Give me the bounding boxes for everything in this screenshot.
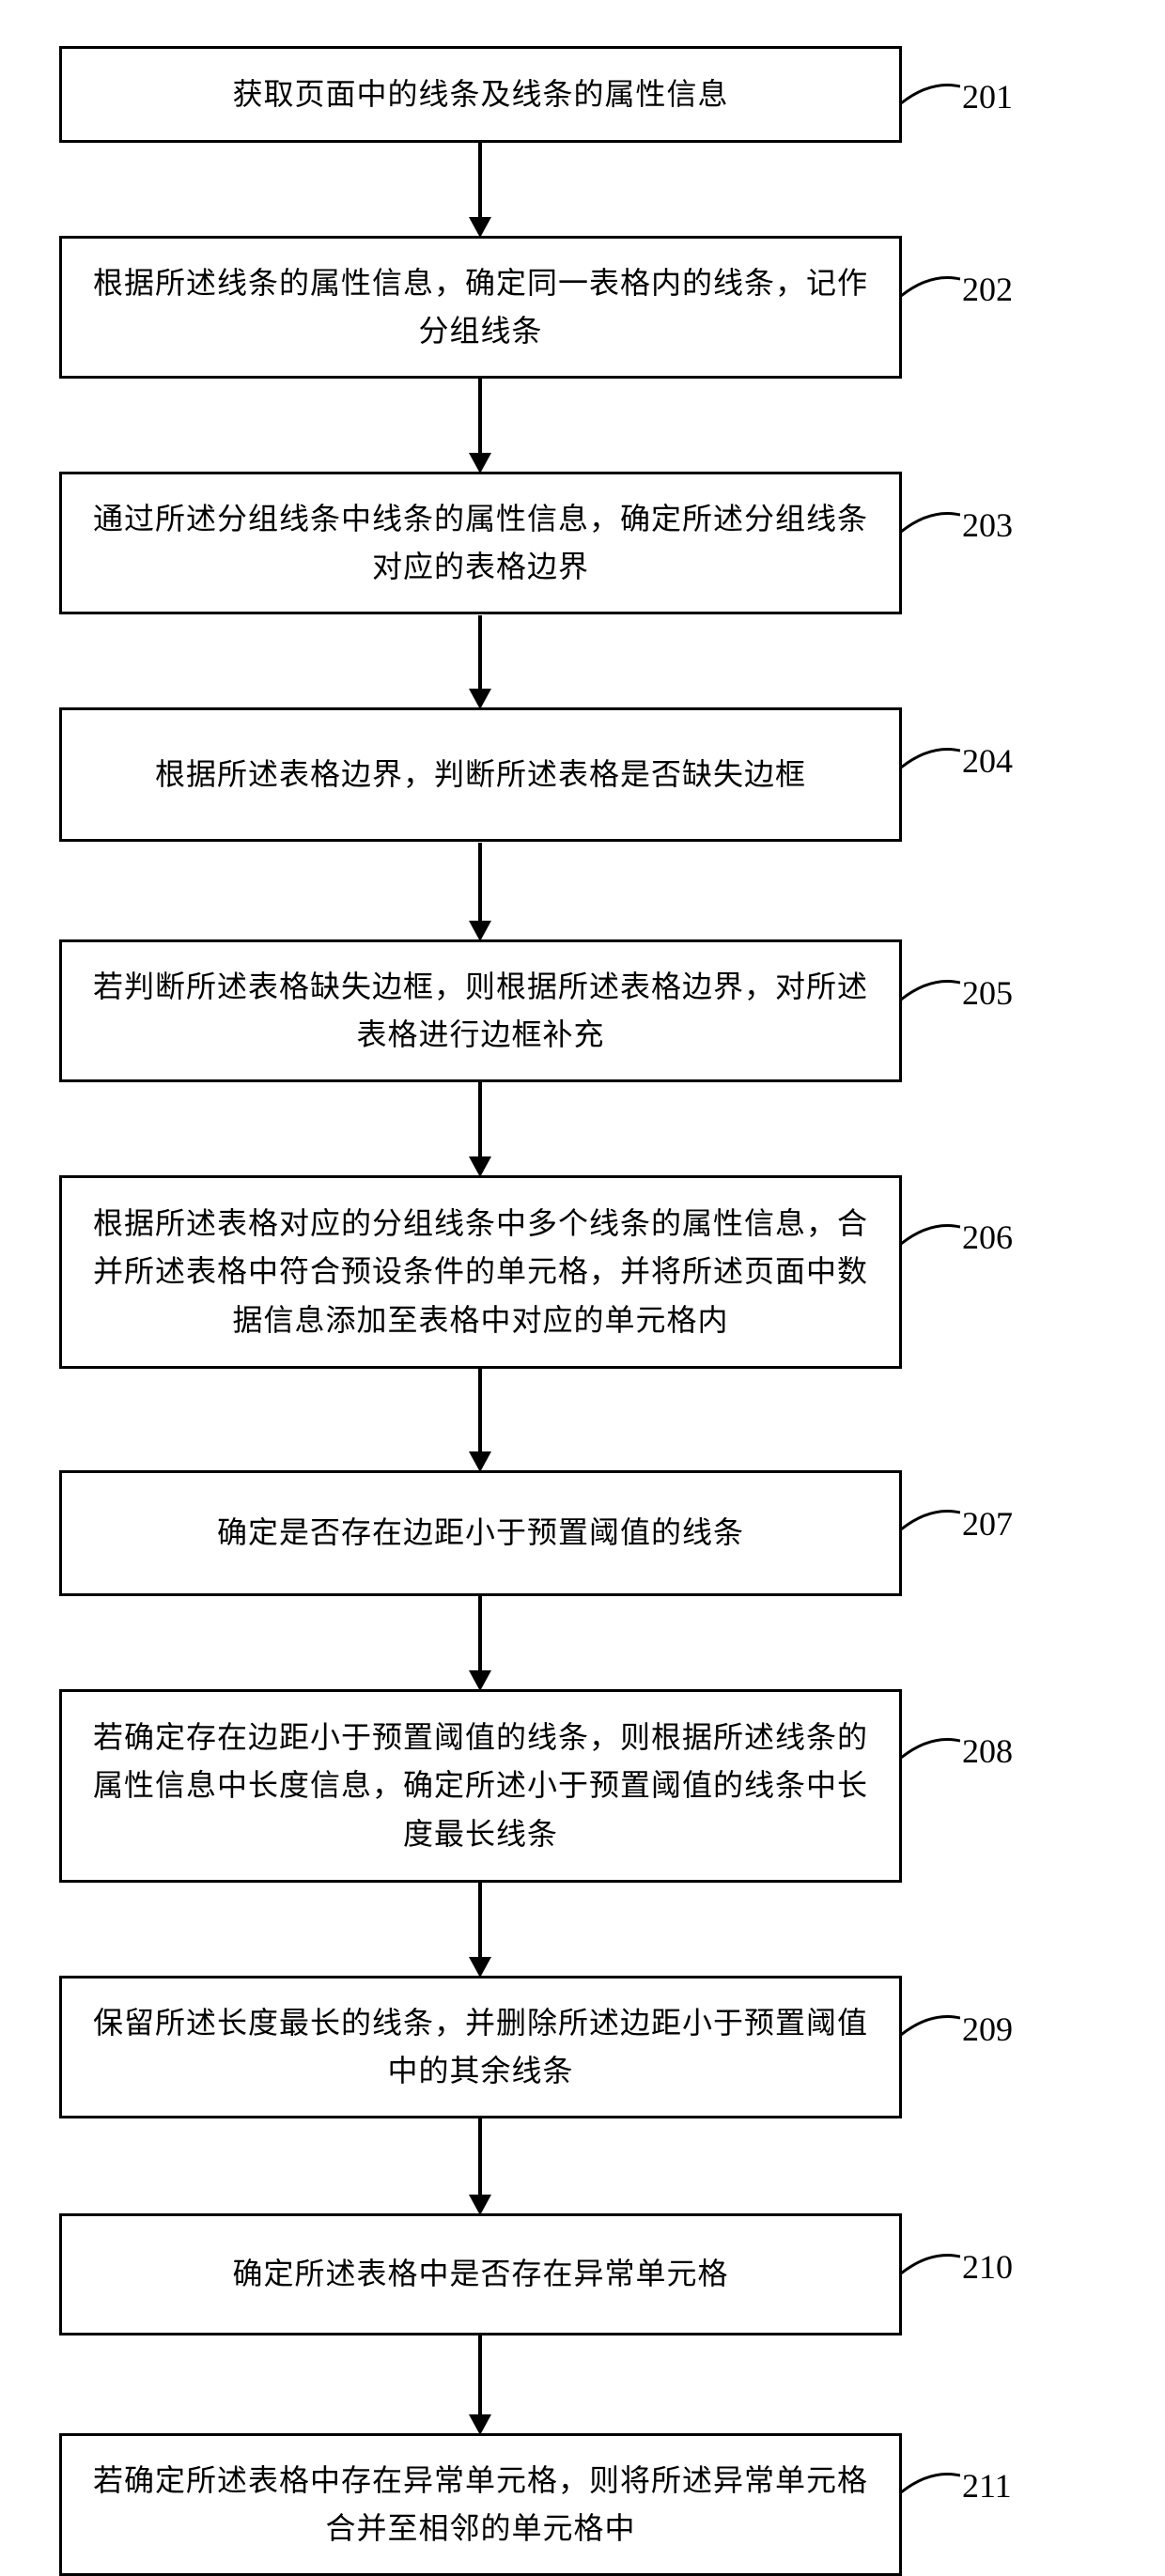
arrow-line-5 — [478, 1369, 482, 1451]
step-label-206: 206 — [962, 1218, 1013, 1257]
arrow-line-0 — [478, 143, 482, 217]
step-label-210: 210 — [962, 2247, 1013, 2287]
step-box-203: 通过所述分组线条中线条的属性信息，确定所述分组线条对应的表格边界 — [59, 472, 902, 614]
arrow-head-7 — [469, 1957, 491, 1978]
step-label-202: 202 — [962, 270, 1013, 309]
arrow-head-5 — [469, 1451, 491, 1472]
arrow-line-7 — [478, 1883, 482, 1957]
label-connector-209 — [901, 2007, 960, 2044]
step-box-204: 根据所述表格边界，判断所述表格是否缺失边框 — [59, 707, 902, 842]
label-connector-201 — [901, 75, 960, 113]
arrow-line-2 — [478, 615, 482, 689]
step-text-210: 确定所述表格中是否存在异常单元格 — [232, 2250, 728, 2298]
arrow-head-4 — [469, 1156, 491, 1177]
step-text-207: 确定是否存在边距小于预置阈值的线条 — [217, 1509, 744, 1557]
arrow-head-6 — [469, 1670, 491, 1691]
step-text-205: 若判断所述表格缺失边框，则根据所述表格边界，对所述表格进行边框补充 — [81, 963, 880, 1059]
arrow-head-2 — [469, 689, 491, 709]
arrow-head-3 — [469, 921, 491, 941]
label-connector-203 — [901, 504, 960, 541]
step-box-205: 若判断所述表格缺失边框，则根据所述表格边界，对所述表格进行边框补充 — [59, 939, 902, 1082]
arrow-line-9 — [478, 2335, 482, 2414]
step-text-203: 通过所述分组线条中线条的属性信息，确定所述分组线条对应的表格边界 — [81, 495, 880, 591]
step-text-201: 获取页面中的线条及线条的属性信息 — [232, 70, 728, 118]
step-label-203: 203 — [962, 505, 1013, 545]
arrow-line-6 — [478, 1596, 482, 1670]
label-connector-207 — [901, 1501, 960, 1539]
step-text-204: 根据所述表格边界，判断所述表格是否缺失边框 — [155, 751, 806, 799]
flowchart-container: 获取页面中的线条及线条的属性信息 201 根据所述线条的属性信息，确定同一表格内的线… — [0, 0, 1165, 2576]
arrow-head-1 — [469, 453, 491, 473]
step-label-208: 208 — [962, 1731, 1013, 1771]
step-box-208: 若确定存在边距小于预置阈值的线条，则根据所述线条的属性信息中长度信息，确定所述小… — [59, 1689, 902, 1883]
label-connector-208 — [901, 1730, 960, 1767]
arrow-head-8 — [469, 2195, 491, 2215]
step-box-201: 获取页面中的线条及线条的属性信息 — [59, 46, 902, 143]
arrow-head-0 — [469, 217, 491, 238]
step-label-204: 204 — [962, 741, 1013, 781]
arrow-line-4 — [478, 1082, 482, 1156]
label-connector-206 — [901, 1216, 960, 1253]
step-box-210: 确定所述表格中是否存在异常单元格 — [59, 2213, 902, 2335]
arrow-line-1 — [478, 379, 482, 453]
step-text-202: 根据所述线条的属性信息，确定同一表格内的线条，记作分组线条 — [81, 259, 880, 355]
step-text-211: 若确定所述表格中存在异常单元格，则将所述异常单元格合并至相邻的单元格中 — [81, 2457, 880, 2553]
step-label-211: 211 — [962, 2466, 1012, 2506]
step-text-209: 保留所述长度最长的线条，并删除所述边距小于预置阈值中的其余线条 — [81, 1999, 880, 2095]
step-box-211: 若确定所述表格中存在异常单元格，则将所述异常单元格合并至相邻的单元格中 — [59, 2433, 902, 2576]
label-connector-210 — [901, 2245, 960, 2283]
arrow-line-3 — [478, 843, 482, 921]
label-connector-211 — [901, 2464, 960, 2502]
label-connector-205 — [901, 971, 960, 1009]
step-box-207: 确定是否存在边距小于预置阈值的线条 — [59, 1470, 902, 1596]
arrow-head-9 — [469, 2414, 491, 2435]
label-connector-204 — [901, 739, 960, 777]
step-box-209: 保留所述长度最长的线条，并删除所述边距小于预置阈值中的其余线条 — [59, 1976, 902, 2118]
step-box-202: 根据所述线条的属性信息，确定同一表格内的线条，记作分组线条 — [59, 236, 902, 379]
step-label-205: 205 — [962, 973, 1013, 1013]
label-connector-202 — [901, 268, 960, 305]
step-box-206: 根据所述表格对应的分组线条中多个线条的属性信息，合并所述表格中符合预设条件的单元… — [59, 1175, 902, 1369]
step-label-207: 207 — [962, 1504, 1013, 1544]
step-label-209: 209 — [962, 2010, 1013, 2049]
arrow-line-8 — [478, 2118, 482, 2195]
step-label-201: 201 — [962, 77, 1013, 116]
step-text-206: 根据所述表格对应的分组线条中多个线条的属性信息，合并所述表格中符合预设条件的单元… — [81, 1200, 880, 1344]
step-text-208: 若确定存在边距小于预置阈值的线条，则根据所述线条的属性信息中长度信息，确定所述小… — [81, 1714, 880, 1858]
